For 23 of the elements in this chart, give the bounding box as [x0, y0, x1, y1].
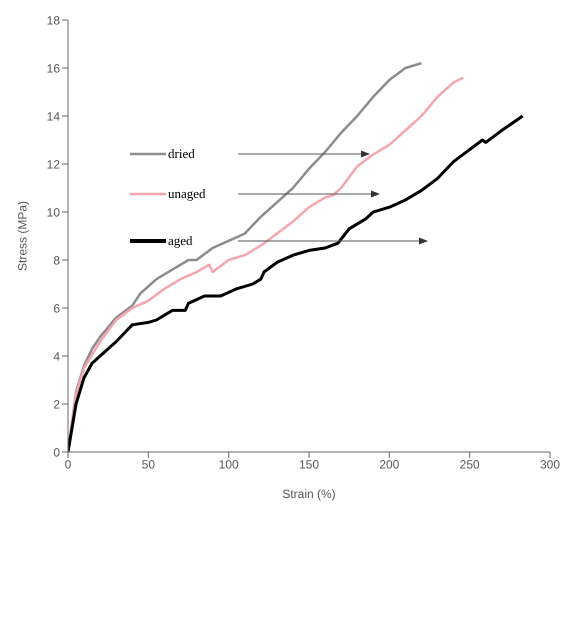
y-tick-label: 10	[46, 205, 60, 220]
legend-label: dried	[168, 146, 195, 162]
x-tick-label: 50	[142, 458, 156, 472]
legend-label: aged	[168, 233, 193, 249]
y-tick-label: 16	[46, 61, 60, 76]
y-tick-label: 4	[53, 349, 60, 364]
x-axis-title: Strain (%)	[282, 487, 336, 501]
y-tick-label: 0	[53, 445, 60, 460]
y-tick-label: 12	[46, 157, 60, 172]
x-tick-label: 300	[540, 458, 560, 472]
legend-label: unaged	[168, 186, 206, 202]
y-tick-label: 14	[46, 109, 60, 124]
x-tick-label: 200	[379, 458, 400, 472]
line-series	[68, 114, 524, 452]
x-tick-label: 250	[460, 458, 480, 472]
x-tick-label: 150	[298, 458, 320, 472]
y-tick-label: 2	[53, 397, 60, 412]
y-tick-label: 18	[46, 13, 60, 28]
y-tick-label: 8	[53, 253, 60, 268]
x-tick-label: 100	[218, 458, 239, 472]
x-tick-label: 0	[64, 458, 72, 472]
y-tick-label: 6	[53, 301, 60, 316]
y-axis-title: Stress (MPa)	[15, 200, 30, 272]
